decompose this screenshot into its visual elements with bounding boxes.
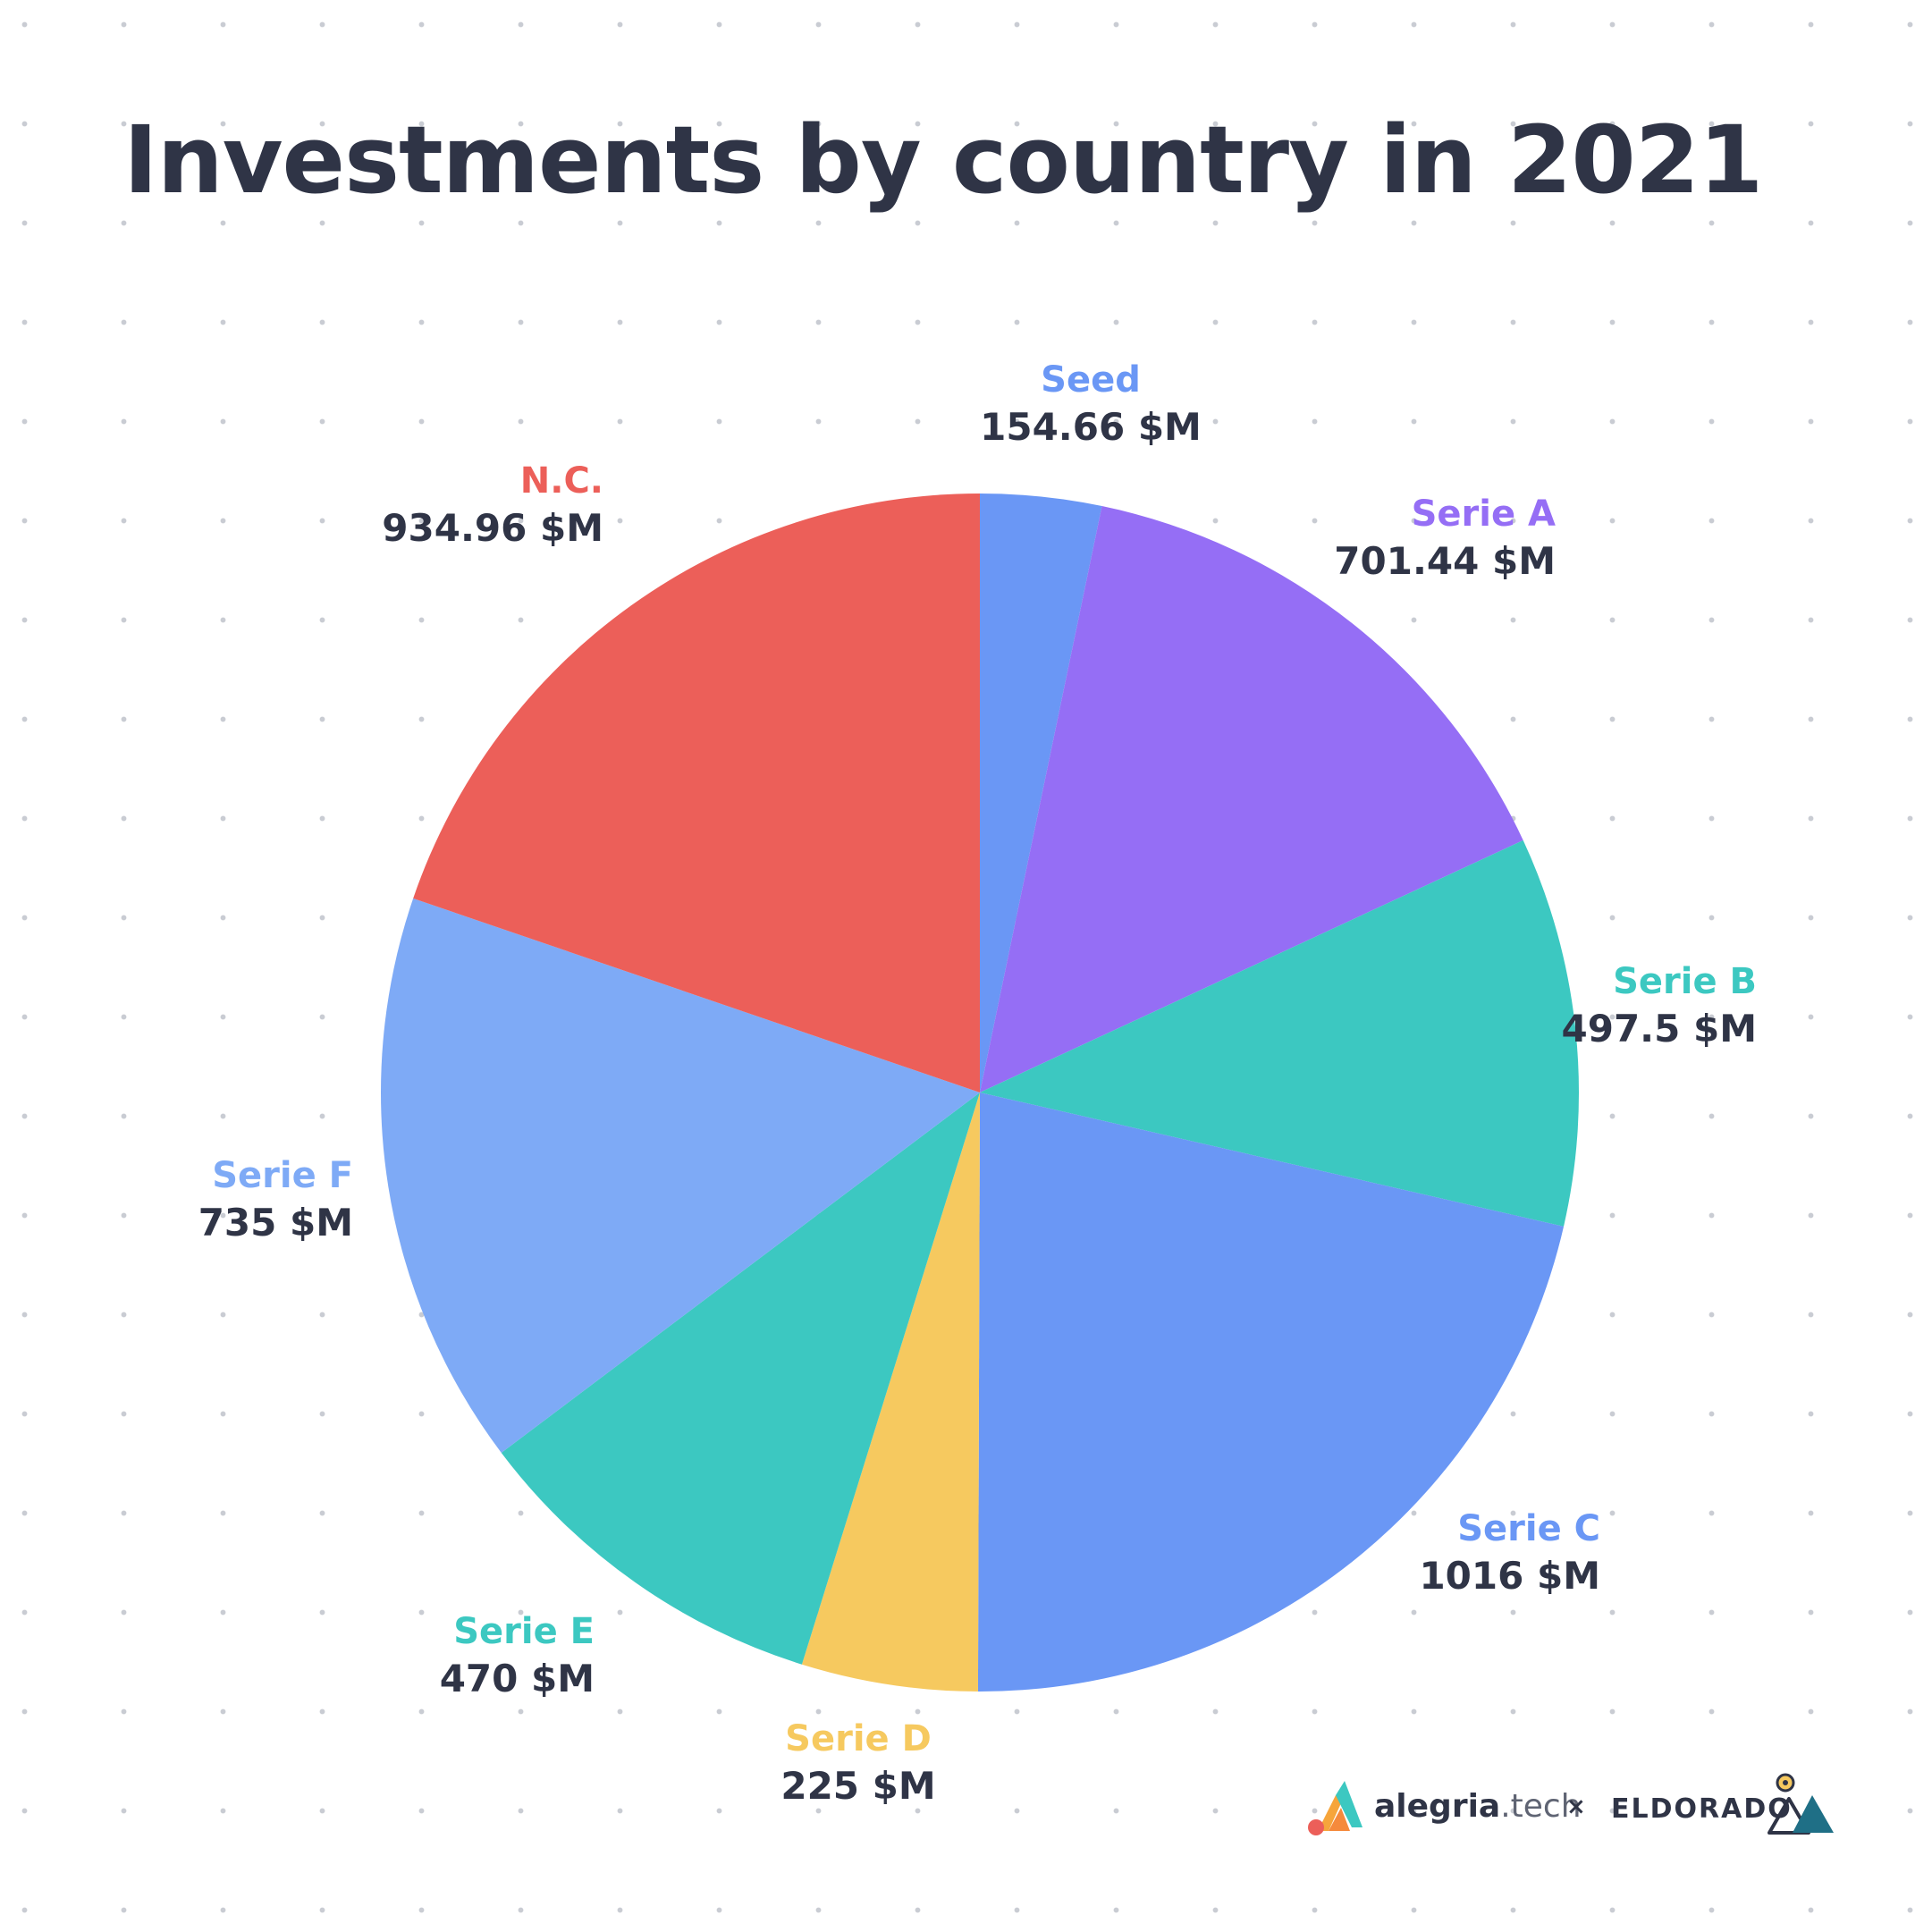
- eldorado-logo-icon: [1767, 1773, 1834, 1835]
- eldorado-wordmark: ELDORADO: [1611, 1793, 1793, 1825]
- slice-value-serie-c: 1016 $M: [1419, 1554, 1600, 1598]
- alegria-logo-icon: [1308, 1781, 1363, 1835]
- slice-label-serie-c: Serie C 1016 $M: [1243, 1511, 1600, 1595]
- alegria-wordmark: alegria.tech: [1374, 1788, 1582, 1825]
- pie-slice-n-c: [413, 494, 980, 1093]
- alegria-wordmark-light: .tech: [1500, 1788, 1582, 1825]
- logos: alegria.tech × ELDORADO: [1301, 1768, 1837, 1849]
- slice-name-serie-e: Serie E: [453, 1611, 595, 1652]
- pie-slice-serie-a: [980, 506, 1523, 1093]
- pie-slice-serie-b: [980, 839, 1579, 1227]
- slice-value-serie-b: 497.5 $M: [1561, 1007, 1758, 1050]
- pie-slice-serie-d: [801, 1093, 980, 1692]
- alegria-wordmark-bold: alegria: [1374, 1788, 1501, 1825]
- slice-name-serie-f: Serie F: [212, 1155, 353, 1196]
- pie-slice-serie-f: [381, 898, 980, 1454]
- pie-slice-seed: [980, 494, 1102, 1093]
- logo-separator: ×: [1566, 1793, 1586, 1820]
- slice-label-serie-b: Serie B 497.5 $M: [1399, 961, 1758, 1050]
- pie-slice-serie-e: [501, 1093, 980, 1665]
- slice-value-serie-e: 470 $M: [439, 1657, 595, 1700]
- slice-label-seed: Seed 154.66 $M: [921, 362, 1261, 446]
- pie-slices: [381, 494, 1579, 1692]
- slice-label-serie-d: Serie D 225 $M: [679, 1721, 1037, 1805]
- slice-value-serie-a: 701.44 $M: [1334, 539, 1556, 583]
- slice-value-serie-f: 735 $M: [198, 1201, 353, 1244]
- slice-value-nc: 934.96 $M: [382, 506, 603, 550]
- slice-name-serie-c: Serie C: [1457, 1508, 1600, 1549]
- slice-value-serie-d: 225 $M: [780, 1764, 936, 1808]
- chart-title: Investments by country in 2021: [123, 105, 1763, 215]
- slice-value-seed: 154.66 $M: [980, 405, 1202, 449]
- slice-name-serie-b: Serie B: [1613, 961, 1757, 1002]
- slice-label-serie-a: Serie A 701.44 $M: [1198, 496, 1556, 580]
- slice-name-seed: Seed: [1041, 359, 1141, 401]
- slice-name-nc: N.C.: [519, 460, 603, 502]
- slice-label-nc: N.C. 934.96 $M: [246, 463, 603, 547]
- slice-name-serie-a: Serie A: [1411, 494, 1556, 535]
- slice-name-serie-d: Serie D: [785, 1718, 932, 1759]
- slice-label-serie-f: Serie F 735 $M: [0, 1158, 353, 1242]
- pie-slice-serie-c: [977, 1093, 1565, 1692]
- slice-label-serie-e: Serie E 470 $M: [237, 1614, 595, 1698]
